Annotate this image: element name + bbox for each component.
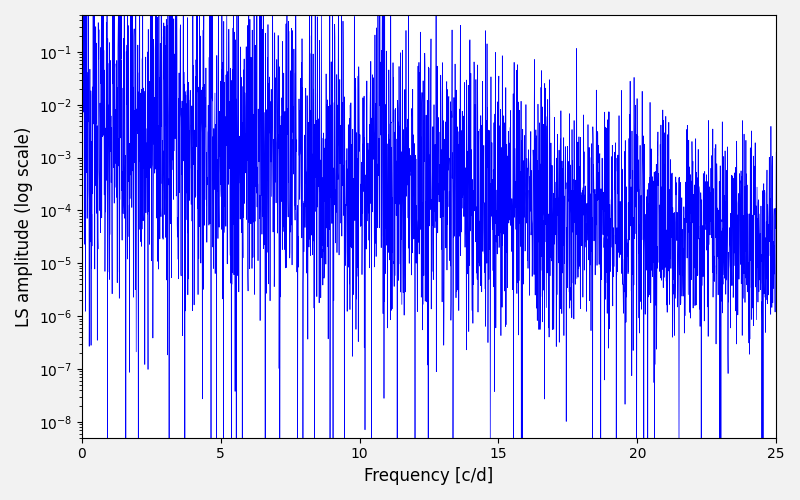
Y-axis label: LS amplitude (log scale): LS amplitude (log scale) xyxy=(15,126,33,326)
X-axis label: Frequency [c/d]: Frequency [c/d] xyxy=(364,467,494,485)
